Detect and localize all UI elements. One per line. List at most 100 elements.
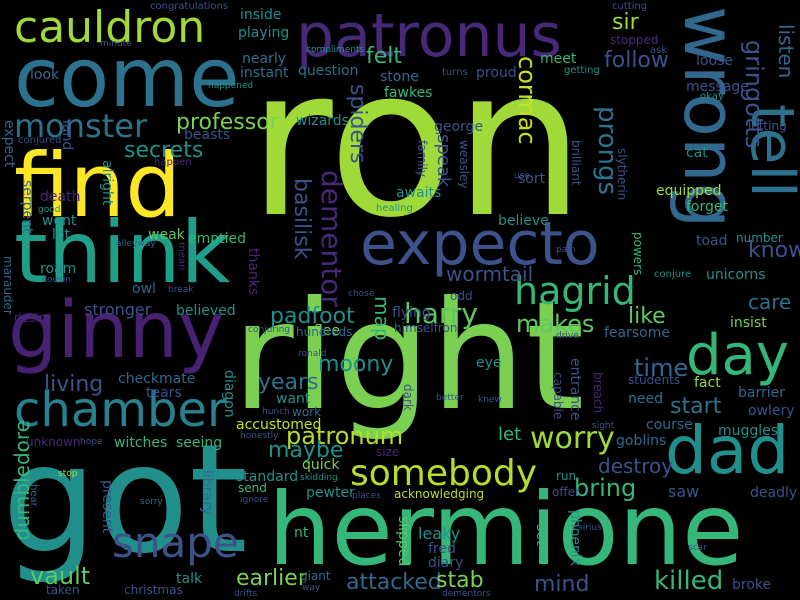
word-better: better	[436, 393, 464, 403]
word-felt: sir	[612, 10, 639, 35]
word-places: places	[352, 491, 381, 501]
word-present: present	[99, 480, 115, 534]
word-stop: stop	[58, 469, 78, 479]
word-good: good	[38, 205, 61, 215]
word-conjured: conjured	[18, 135, 62, 146]
word-number: number	[736, 231, 783, 245]
word-killed: bring	[574, 474, 637, 502]
word-unknown: unknown	[26, 435, 81, 449]
word-stopped: stopped	[610, 33, 659, 47]
word-roam: roam	[40, 261, 77, 277]
word-death: death	[40, 189, 81, 205]
word-got: got	[2, 413, 248, 587]
word-equipped: equipped	[656, 183, 722, 199]
word-fact: fact	[694, 375, 721, 391]
word-alleyway: alleyway	[116, 239, 156, 249]
word-expecto: expecto	[360, 209, 600, 279]
word-owlery: owlery	[748, 403, 795, 419]
word-ron: ron	[248, 23, 585, 263]
word-want: want	[276, 391, 311, 407]
word-cutting: cutting	[612, 1, 648, 12]
word-accustomed: accustomed	[236, 417, 322, 433]
word-conjuring: conjuring	[248, 325, 290, 335]
word-find: find	[14, 134, 182, 237]
word-look: look	[30, 67, 60, 83]
word-professor: dementor	[315, 170, 348, 307]
word-hunch: hunch	[262, 407, 290, 417]
word-send: send	[238, 481, 267, 495]
word-destroy: saw	[668, 482, 700, 501]
word-attacked: mind	[534, 572, 590, 597]
word-years: maybe	[268, 438, 344, 463]
word-scar: scar	[688, 543, 707, 553]
word-powers: powers	[631, 232, 645, 276]
word-okay: okay	[700, 91, 724, 102]
word-chamber: chamber	[14, 382, 227, 438]
word-ignore: ignore	[240, 495, 269, 505]
word-spiders: cormac	[513, 56, 541, 145]
word-insist: insist	[730, 315, 767, 331]
word-lot: lot	[52, 227, 70, 243]
word-happened: happened	[208, 81, 254, 91]
word-talk: talk	[176, 571, 203, 587]
word-minute: minute	[100, 39, 132, 49]
word-stab: killed	[654, 566, 724, 596]
word-saw: time	[634, 354, 689, 382]
word-quick: quick	[302, 457, 340, 473]
word-wormtail: spiders	[345, 84, 370, 164]
word-george: george	[434, 119, 484, 135]
word-message: message	[686, 79, 749, 95]
word-hundreds: hundreds	[296, 325, 353, 339]
word-earlier: stab	[436, 568, 484, 593]
word-size: size	[376, 445, 400, 459]
word-fearsome: fearsome	[604, 325, 670, 341]
word-day: day	[686, 323, 790, 388]
word-hermione: hermione	[268, 471, 744, 588]
word-standard: standard	[236, 469, 299, 485]
word-unicorns: unicorns	[706, 267, 766, 283]
word-maybe: earlier	[236, 566, 307, 591]
word-cat: cat	[686, 145, 708, 161]
word-gringotts: felt	[366, 44, 403, 69]
word-skidding: skidding	[300, 473, 338, 483]
word-weasley: weasley	[457, 140, 471, 189]
word-monster: monster	[14, 107, 148, 145]
word-inside: inside	[240, 7, 282, 23]
word-forget: forget	[686, 199, 728, 215]
word-hope: hope	[80, 437, 103, 447]
word-ginny: ginny	[8, 286, 225, 376]
word-living: patronum	[286, 422, 404, 450]
word-conjure: conjure	[654, 269, 692, 280]
word-hear: hear	[28, 484, 39, 507]
word-tears: tears	[146, 385, 182, 401]
word-dementor: basilisk	[289, 178, 314, 260]
word-sort: sort	[518, 171, 546, 187]
word-cormac: listen	[774, 24, 798, 79]
word-break: break	[168, 285, 194, 295]
word-weak: weak	[148, 227, 185, 243]
word-land: land	[59, 120, 75, 151]
word-stronger: stronger	[84, 300, 152, 319]
word-chose: chose	[348, 289, 375, 299]
word-brilliant: brilliant	[569, 140, 583, 186]
word-mind: destroy	[598, 454, 674, 478]
word-acknowledging: acknowledging	[394, 487, 485, 501]
word-moony: wormtail	[446, 262, 534, 286]
word-time: care	[748, 290, 792, 314]
word-care: padfoot	[270, 304, 355, 329]
word-playing: playing	[238, 25, 290, 41]
word-owl: owl	[132, 281, 156, 297]
word-run: run	[556, 469, 577, 483]
word-dementors: dementors	[442, 589, 491, 599]
word-expect: expect	[1, 120, 17, 168]
word-basilisk: prongs	[592, 106, 622, 196]
word-work: work	[292, 405, 322, 419]
word-students: students	[628, 373, 681, 387]
word-drive: drive	[556, 331, 579, 341]
word-capable: capable	[551, 372, 565, 420]
word-marauder: marauder	[1, 256, 15, 315]
word-emptied: emptied	[188, 231, 247, 247]
word-snape: snape	[112, 518, 239, 567]
word-dark: dark	[401, 384, 415, 411]
